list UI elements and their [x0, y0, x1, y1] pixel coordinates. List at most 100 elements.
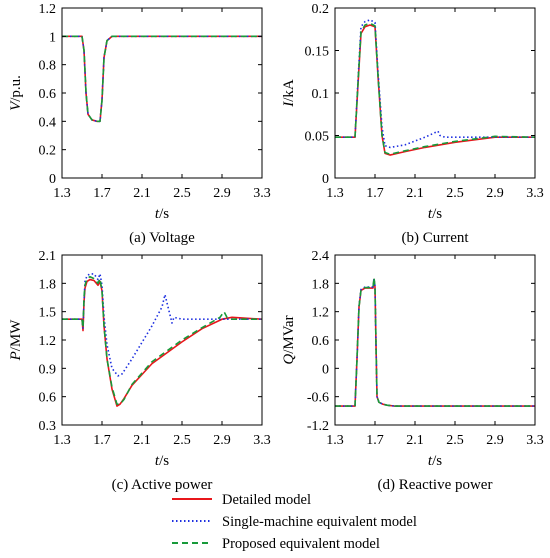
reactive-power-ylabel-unit: /MVar: [281, 315, 297, 353]
reactive-power-ytick-label: 1.2: [312, 306, 330, 321]
voltage-ylabel-variable: V: [8, 100, 24, 111]
panel-reactive-power: 1.3 1.7 2.1 2.5 2.9 3.3 -1.2 -0.6 0 0.6 1.2 1.8 2.4 t…: [281, 249, 544, 493]
current-ylabel: I/kA: [281, 79, 297, 108]
active-power-ytick-label: 1.2: [39, 334, 57, 349]
current-series-single-machine: [335, 19, 535, 149]
voltage-xtick-label: 1.7: [93, 186, 111, 201]
voltage-caption: (a) Voltage: [129, 230, 195, 246]
current-xlabel-variable: t: [428, 206, 433, 222]
current-xtick-label: 1.3: [326, 186, 344, 201]
reactive-power-ytick-label: -0.6: [307, 391, 329, 406]
active-power-xtick-label: 2.1: [133, 433, 151, 448]
active-power-ylabel-variable: P: [8, 351, 24, 361]
active-power-ytick-label: 0.9: [39, 362, 57, 377]
reactive-power-ylabel: Q/MVar: [281, 315, 297, 364]
current-xtick-label: 1.7: [366, 186, 384, 201]
current-xtick-label: 2.5: [446, 186, 464, 201]
active-power-series-proposed: [62, 275, 262, 406]
active-power-ytick-label: 0.6: [39, 391, 57, 406]
reactive-power-xtick-label: 1.7: [366, 433, 384, 448]
reactive-power-xlabel-variable: t: [428, 453, 433, 469]
current-ylabel-variable: I: [281, 101, 297, 108]
reactive-power-series-single-machine: [335, 277, 535, 407]
voltage-ytick-label: 0: [49, 172, 56, 187]
active-power-ytick-label: 1.5: [39, 306, 57, 321]
current-xtick-label: 2.1: [406, 186, 424, 201]
current-xtick-label: 2.9: [486, 186, 504, 201]
reactive-power-xtick-label: 2.5: [446, 433, 464, 448]
active-power-ytick-label: 0.3: [39, 419, 57, 434]
voltage-xtick-label: 2.1: [133, 186, 151, 201]
current-xlabel: t/s: [428, 206, 442, 222]
reactive-power-xtick-label: 2.9: [486, 433, 504, 448]
reactive-power-ytick-label: 0: [322, 362, 329, 377]
voltage-xlabel: t/s: [155, 206, 169, 222]
legend: Detailed model Single-machine equivalent…: [172, 492, 417, 552]
active-power-ylabel-unit: /MW: [8, 319, 24, 352]
voltage-ytick-label: 0.2: [39, 144, 57, 159]
voltage-ytick-label: 1.2: [39, 2, 57, 17]
panel-current: 1.3 1.7 2.1 2.5 2.9 3.3 0 0.05 0.1 0.15 0.2 t/s I/kA…: [281, 2, 544, 246]
active-power-ytick-label: 1.8: [39, 277, 57, 292]
active-power-xtick-label: 2.9: [213, 433, 231, 448]
panel-voltage: 1.3 1.7 2.1 2.5 2.9 3.300.20.40.60.811.2t/sV/…: [8, 2, 271, 246]
active-power-xtick-label: 2.5: [173, 433, 191, 448]
voltage-xtick-label: 1.3: [53, 186, 71, 201]
voltage-series-detailed: [62, 35, 262, 123]
reactive-power-xtick-label: 2.1: [406, 433, 424, 448]
reactive-power-caption: (d) Reactive power: [378, 477, 493, 493]
current-xlabel-unit: /s: [432, 206, 442, 222]
reactive-power-ytick-label: -1.2: [307, 419, 329, 434]
current-xtick-label: 3.3: [526, 186, 544, 201]
active-power-xlabel-unit: /s: [159, 453, 169, 469]
reactive-power-ytick-label: 2.4: [312, 249, 330, 264]
current-ytick-label: 0: [322, 172, 329, 187]
current-ytick-label: 0.05: [305, 130, 330, 145]
active-power-series-detailed: [62, 278, 262, 407]
voltage-series-proposed: [62, 35, 262, 123]
active-power-ylabel: P/MW: [8, 319, 24, 362]
voltage-xtick-label: 2.5: [173, 186, 191, 201]
reactive-power-ylabel-variable: Q: [281, 354, 297, 365]
legend-label-detailed: Detailed model: [222, 492, 311, 508]
active-power-ytick-label: 2.1: [39, 249, 57, 264]
voltage-ytick-label: 0.4: [39, 115, 57, 130]
active-power-xtick-label: 1.3: [53, 433, 71, 448]
active-power-caption: (c) Active power: [112, 477, 213, 493]
voltage-ytick-label: 0.6: [39, 87, 57, 102]
reactive-power-xtick-label: 1.3: [326, 433, 344, 448]
reactive-power-xtick-label: 3.3: [526, 433, 544, 448]
active-power-xlabel: t/s: [155, 453, 169, 469]
current-series-detailed: [335, 24, 535, 156]
voltage-xtick-label: 3.3: [253, 186, 271, 201]
voltage-ytick-label: 0.8: [39, 59, 57, 74]
reactive-power-xlabel: t/s: [428, 453, 442, 469]
reactive-power-ytick-label: 1.8: [312, 277, 330, 292]
reactive-power-ytick-label: 0.6: [312, 334, 330, 349]
voltage-series-single-machine: [62, 35, 262, 123]
current-ylabel-unit: /kA: [281, 79, 297, 102]
voltage-ylabel: V/p.u.: [8, 75, 24, 111]
current-caption: (b) Current: [401, 230, 469, 246]
legend-label-single-machine: Single-machine equivalent model: [222, 514, 417, 530]
reactive-power-xlabel-unit: /s: [432, 453, 442, 469]
panel-active-power: 1.3 1.7 2.1 2.5 2.9 3.3 0.3 0.6 0.9 1.2 1.5 1.8 2.1 t…: [8, 249, 271, 493]
current-ytick-label: 0.2: [312, 2, 330, 17]
legend-label-proposed: Proposed equivalent model: [222, 536, 380, 552]
current-axes-box: [334, 7, 536, 179]
active-power-series-single-machine: [62, 273, 262, 377]
reactive-power-series-detailed: [335, 278, 535, 407]
voltage-axes-box: [61, 7, 263, 179]
voltage-xtick-label: 2.9: [213, 186, 231, 201]
voltage-ylabel-unit: /p.u.: [8, 75, 24, 102]
reactive-power-axes-box: [334, 254, 536, 426]
voltage-xlabel-variable: t: [155, 206, 160, 222]
reactive-power-series-proposed: [335, 276, 535, 407]
voltage-xlabel-unit: /s: [159, 206, 169, 222]
current-series-proposed: [335, 22, 535, 155]
active-power-xtick-label: 3.3: [253, 433, 271, 448]
voltage-ytick-label: 1: [49, 30, 56, 45]
active-power-xlabel-variable: t: [155, 453, 160, 469]
current-ytick-label: 0.15: [305, 45, 330, 60]
